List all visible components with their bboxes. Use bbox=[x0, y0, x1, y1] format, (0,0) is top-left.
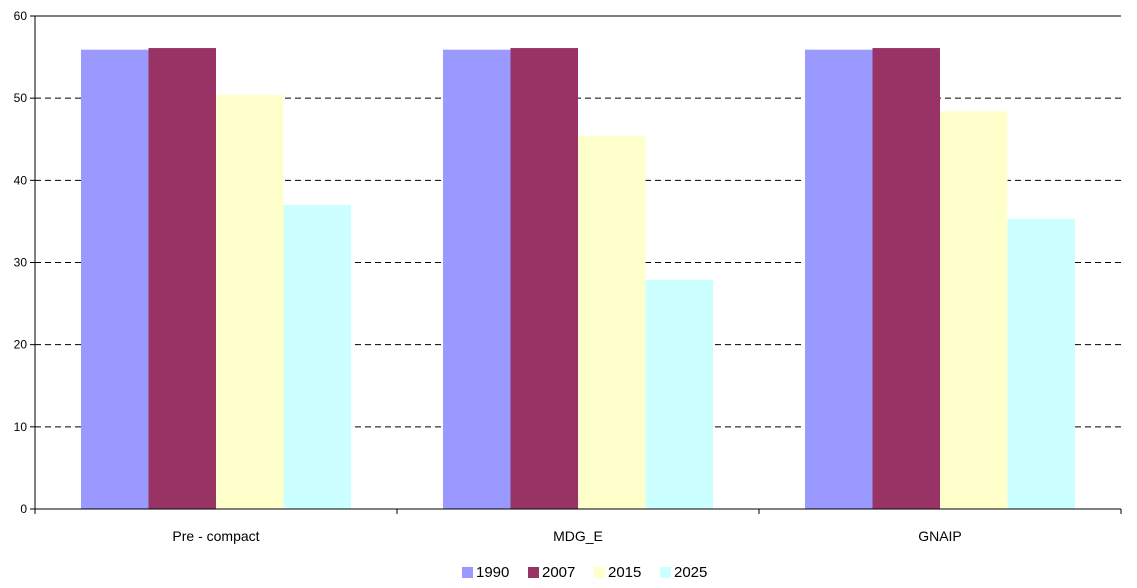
bar-2015 bbox=[578, 135, 646, 510]
legend-swatch-2025 bbox=[660, 567, 671, 578]
bar-2025 bbox=[283, 204, 351, 509]
y-tick-label: 40 bbox=[14, 173, 28, 187]
y-tick-label: 10 bbox=[14, 420, 28, 434]
bar-2007 bbox=[148, 48, 216, 510]
y-tick-label: 50 bbox=[14, 91, 28, 105]
bar-2015 bbox=[216, 94, 284, 509]
bar-2025 bbox=[645, 279, 713, 509]
legend-label: 1990 bbox=[476, 564, 509, 581]
legend-swatch-2015 bbox=[594, 567, 605, 578]
y-tick-label: 30 bbox=[14, 256, 28, 270]
bar-2015 bbox=[940, 111, 1008, 510]
bar-1990 bbox=[443, 49, 511, 510]
bar-1990 bbox=[805, 49, 873, 510]
category-label: Pre - compact bbox=[172, 528, 259, 544]
legend-label: 2015 bbox=[608, 564, 641, 581]
bar-2025 bbox=[1007, 218, 1075, 509]
y-tick-label: 20 bbox=[14, 338, 28, 352]
category-label: MDG_E bbox=[553, 528, 603, 544]
y-tick-label: 60 bbox=[14, 9, 28, 23]
legend-label: 2007 bbox=[542, 564, 575, 581]
x-axis-categories: Pre - compact MDG_E GNAIP bbox=[172, 528, 961, 544]
legend-swatch-1990 bbox=[462, 567, 473, 578]
y-axis-ticks: 0 10 20 30 40 50 60 bbox=[14, 9, 35, 516]
bar-2007 bbox=[872, 48, 940, 510]
legend-label: 2025 bbox=[674, 564, 707, 581]
bar-1990 bbox=[81, 49, 149, 510]
legend-swatch-2007 bbox=[528, 567, 539, 578]
category-label: GNAIP bbox=[918, 528, 962, 544]
y-tick-label: 0 bbox=[20, 502, 27, 516]
legend: 1990 2007 2015 2025 bbox=[462, 564, 707, 581]
bars bbox=[81, 48, 1075, 510]
bar-2007 bbox=[510, 48, 578, 510]
